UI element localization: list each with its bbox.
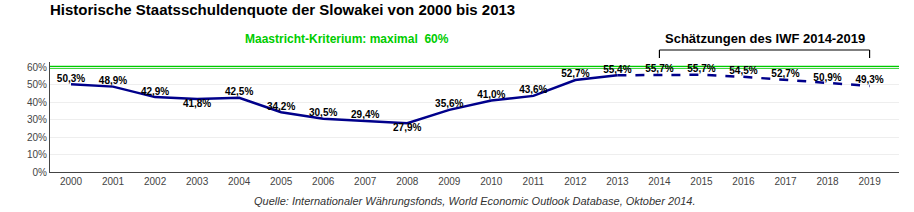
svg-text:55,7%: 55,7% (687, 63, 715, 74)
svg-text:50%: 50% (27, 79, 47, 90)
svg-text:2006: 2006 (312, 176, 335, 187)
svg-text:30,5%: 30,5% (309, 107, 337, 118)
svg-text:41,0%: 41,0% (477, 89, 505, 100)
svg-text:Schätzungen des IWF 2014-2019: Schätzungen des IWF 2014-2019 (665, 31, 865, 46)
svg-text:2013: 2013 (606, 176, 629, 187)
svg-text:54,5%: 54,5% (729, 65, 757, 76)
svg-text:30%: 30% (27, 114, 47, 125)
svg-text:34,2%: 34,2% (267, 101, 295, 112)
svg-text:2000: 2000 (60, 176, 83, 187)
svg-text:35,6%: 35,6% (435, 98, 463, 109)
svg-text:41,8%: 41,8% (183, 98, 211, 109)
svg-text:2018: 2018 (816, 176, 839, 187)
svg-text:2016: 2016 (732, 176, 755, 187)
svg-text:55,7%: 55,7% (645, 63, 673, 74)
svg-text:50,3%: 50,3% (57, 73, 85, 84)
svg-text:49,3%: 49,3% (855, 74, 883, 85)
svg-text:55,4%: 55,4% (603, 64, 631, 75)
svg-text:2014: 2014 (648, 176, 671, 187)
svg-text:40%: 40% (27, 97, 47, 108)
svg-text:10%: 10% (27, 149, 47, 160)
svg-text:2003: 2003 (186, 176, 209, 187)
svg-text:48,9%: 48,9% (99, 75, 127, 86)
svg-text:2009: 2009 (438, 176, 461, 187)
svg-text:52,7%: 52,7% (561, 68, 589, 79)
svg-text:42,9%: 42,9% (141, 86, 169, 97)
svg-text:2002: 2002 (144, 176, 167, 187)
svg-text:43,6%: 43,6% (519, 84, 547, 95)
svg-text:2015: 2015 (690, 176, 713, 187)
svg-text:2001: 2001 (102, 176, 125, 187)
svg-text:29,4%: 29,4% (351, 109, 379, 120)
svg-text:Maastricht-Kriterium: maximal: Maastricht-Kriterium: maximal 60% (245, 32, 449, 46)
svg-text:2010: 2010 (480, 176, 503, 187)
svg-text:2017: 2017 (774, 176, 797, 187)
svg-text:20%: 20% (27, 132, 47, 143)
svg-text:2008: 2008 (396, 176, 419, 187)
svg-text:2004: 2004 (228, 176, 251, 187)
svg-text:60%: 60% (27, 62, 47, 73)
svg-text:Historische Staatsschuldenquot: Historische Staatsschuldenquote der Slow… (50, 1, 515, 18)
svg-text:27,9%: 27,9% (393, 122, 421, 133)
svg-text:2011: 2011 (523, 176, 545, 187)
svg-text:52,7%: 52,7% (771, 68, 799, 79)
svg-text:2007: 2007 (354, 176, 377, 187)
svg-text:0%: 0% (33, 167, 48, 178)
svg-text:2012: 2012 (564, 176, 587, 187)
svg-text:Quelle: Internationaler Währun: Quelle: Internationaler Währungsfonds, W… (254, 195, 695, 207)
svg-text:2019: 2019 (858, 176, 881, 187)
svg-text:42,5%: 42,5% (225, 86, 253, 97)
svg-text:2005: 2005 (270, 176, 293, 187)
svg-text:50,9%: 50,9% (813, 72, 841, 83)
